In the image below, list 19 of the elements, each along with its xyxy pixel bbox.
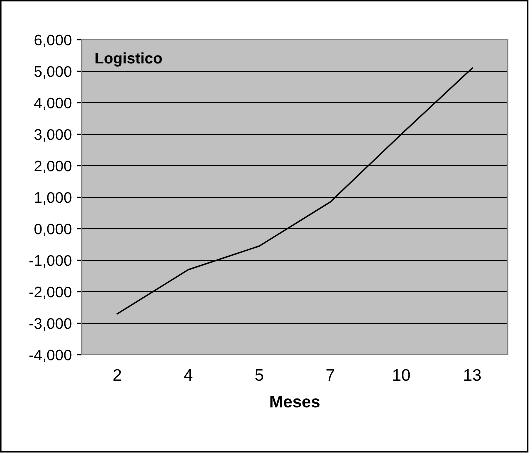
y-tick-label: -2,000: [30, 286, 72, 300]
y-tick-label: 6,000: [34, 34, 72, 48]
y-tick-label: 1,000: [35, 192, 72, 205]
x-tick-label: 7: [326, 370, 334, 381]
x-tick-label: 5: [256, 370, 264, 382]
x-tick-label: 13: [464, 369, 482, 382]
x-tick-label: 4: [184, 370, 193, 381]
y-tick-label: 5,000: [34, 66, 72, 79]
y-tick-label: -3,000: [30, 318, 72, 331]
y-tick-label: -1,000: [30, 255, 72, 268]
y-tick-label: 4,000: [34, 98, 72, 110]
x-axis-title: Meses: [270, 396, 320, 408]
x-tick-label: 10: [394, 369, 410, 382]
y-tick-label: 2,000: [34, 160, 72, 174]
y-tick-label: -4,000: [30, 350, 72, 362]
text: Logistico: [96, 52, 162, 67]
y-tick-label: 0,000: [34, 224, 72, 236]
y-tick-label: 3,000: [34, 129, 72, 142]
x-tick-label: 2: [114, 369, 122, 381]
